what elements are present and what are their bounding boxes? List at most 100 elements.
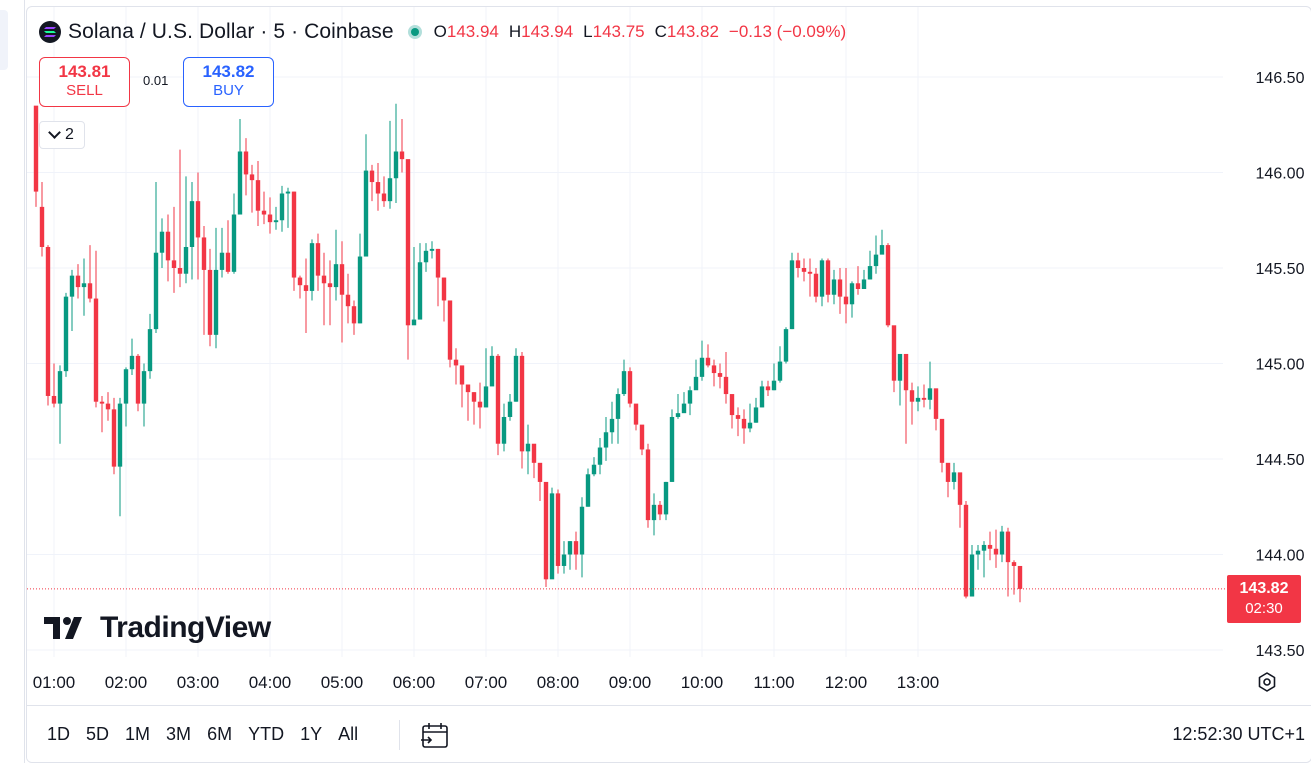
candle-body bbox=[1017, 565, 1023, 589]
candle bbox=[639, 424, 645, 456]
candle bbox=[657, 501, 663, 521]
left-toolbar-segment bbox=[0, 10, 8, 70]
candle bbox=[777, 346, 783, 383]
chart-settings-icon[interactable] bbox=[1256, 671, 1278, 693]
candle-body bbox=[885, 245, 891, 326]
spread-value: 0.01 bbox=[143, 73, 169, 88]
candle-body bbox=[843, 296, 849, 305]
range-3m-button[interactable]: 3M bbox=[166, 724, 192, 744]
candle-body bbox=[741, 418, 747, 429]
time-tick-label: 02:00 bbox=[105, 673, 148, 692]
candle bbox=[405, 159, 411, 360]
symbol-header: Solana / U.S. Dollar · 5 · Coinbase O143… bbox=[39, 19, 846, 45]
range-all-button[interactable]: All bbox=[338, 724, 359, 744]
timezone-clock[interactable]: 12:52:30 UTC+1 bbox=[1172, 724, 1305, 744]
candle-body bbox=[189, 201, 195, 247]
candle-body bbox=[531, 443, 537, 463]
candle bbox=[231, 193, 237, 274]
symbol-title[interactable]: Solana / U.S. Dollar · 5 · Coinbase bbox=[68, 20, 394, 43]
candle bbox=[303, 258, 309, 333]
candle-body bbox=[777, 361, 783, 381]
candle bbox=[561, 541, 567, 574]
candle bbox=[135, 353, 141, 412]
range-1m-button[interactable]: 1M bbox=[125, 724, 151, 744]
indicators-toggle-button[interactable]: 2 bbox=[39, 121, 85, 149]
range-1d-button[interactable]: 1D bbox=[47, 724, 71, 744]
candle-body bbox=[285, 191, 291, 194]
candle-body bbox=[399, 151, 405, 160]
candle-body bbox=[861, 279, 867, 290]
candle-body bbox=[909, 390, 915, 402]
candle-body bbox=[303, 285, 309, 291]
ohlc-close-value: 143.82 bbox=[666, 22, 719, 41]
range-5d-button[interactable]: 5D bbox=[86, 724, 110, 744]
candle-body bbox=[579, 506, 585, 555]
candle bbox=[867, 250, 873, 280]
candle bbox=[729, 394, 735, 429]
candle-body bbox=[153, 252, 159, 330]
candle bbox=[555, 489, 561, 574]
candle bbox=[699, 340, 705, 381]
solana-icon[interactable] bbox=[39, 21, 61, 43]
candle bbox=[297, 275, 303, 299]
candle-body bbox=[921, 397, 927, 400]
candle bbox=[705, 344, 711, 368]
candle bbox=[267, 197, 273, 234]
candle-body bbox=[723, 376, 729, 395]
candle-body bbox=[999, 531, 1005, 555]
candle-body bbox=[255, 180, 261, 211]
last-price-label: 143.82 02:30 bbox=[1227, 575, 1301, 623]
candle-body bbox=[1005, 531, 1011, 563]
candle bbox=[411, 246, 417, 326]
candle bbox=[159, 218, 165, 268]
candle bbox=[783, 327, 789, 364]
candle bbox=[393, 103, 399, 204]
price-axis: 146.50 146.00 145.50 145.00 144.50 144.00 143.… bbox=[1256, 70, 1305, 660]
last-price-value: 143.82 bbox=[1239, 580, 1289, 597]
candle-body bbox=[555, 493, 561, 566]
range-6m-button[interactable]: 6M bbox=[207, 724, 233, 744]
candle-body bbox=[393, 151, 399, 179]
candle-body bbox=[219, 252, 225, 270]
candle-body bbox=[867, 266, 873, 280]
time-tick-label: 12:00 bbox=[825, 673, 868, 692]
candle bbox=[183, 176, 189, 284]
candle-body bbox=[603, 432, 609, 448]
candle bbox=[819, 258, 825, 307]
market-open-status-icon[interactable] bbox=[407, 25, 422, 39]
candle bbox=[69, 269, 75, 332]
candle bbox=[57, 365, 63, 444]
candle bbox=[609, 401, 615, 444]
candle-body bbox=[261, 210, 267, 215]
go-to-date-calendar-icon[interactable] bbox=[420, 722, 450, 750]
candle bbox=[147, 313, 153, 379]
candle bbox=[1017, 565, 1023, 603]
tradingview-logo[interactable]: TradingView bbox=[44, 611, 271, 645]
candle-body bbox=[69, 275, 75, 297]
price-tick-label: 146.00 bbox=[1256, 166, 1305, 183]
price-chart[interactable]: 146.50 146.00 145.50 145.00 144.50 144.00 143.… bbox=[27, 7, 1311, 705]
range-ytd-button[interactable]: YTD bbox=[248, 724, 285, 744]
candle bbox=[423, 243, 429, 272]
candle-body bbox=[609, 418, 615, 433]
range-1y-button[interactable]: 1Y bbox=[300, 724, 323, 744]
candle bbox=[381, 176, 387, 207]
candle bbox=[165, 214, 171, 282]
time-tick-label: 11:00 bbox=[753, 673, 794, 692]
candle bbox=[225, 220, 231, 274]
candle bbox=[1011, 560, 1017, 595]
candle-body bbox=[969, 554, 975, 597]
candle bbox=[435, 248, 441, 307]
candle bbox=[243, 138, 249, 196]
candle bbox=[111, 397, 117, 475]
candle-body bbox=[507, 401, 513, 417]
candle-body bbox=[987, 544, 993, 549]
candle-body bbox=[789, 260, 795, 330]
candle bbox=[237, 119, 243, 215]
sell-button[interactable]: 143.81 SELL bbox=[39, 57, 130, 107]
buy-button[interactable]: 143.82 BUY bbox=[183, 57, 274, 107]
candle bbox=[471, 392, 477, 425]
bar-countdown: 02:30 bbox=[1245, 600, 1283, 617]
candle-body bbox=[339, 264, 345, 295]
candle bbox=[795, 252, 801, 278]
